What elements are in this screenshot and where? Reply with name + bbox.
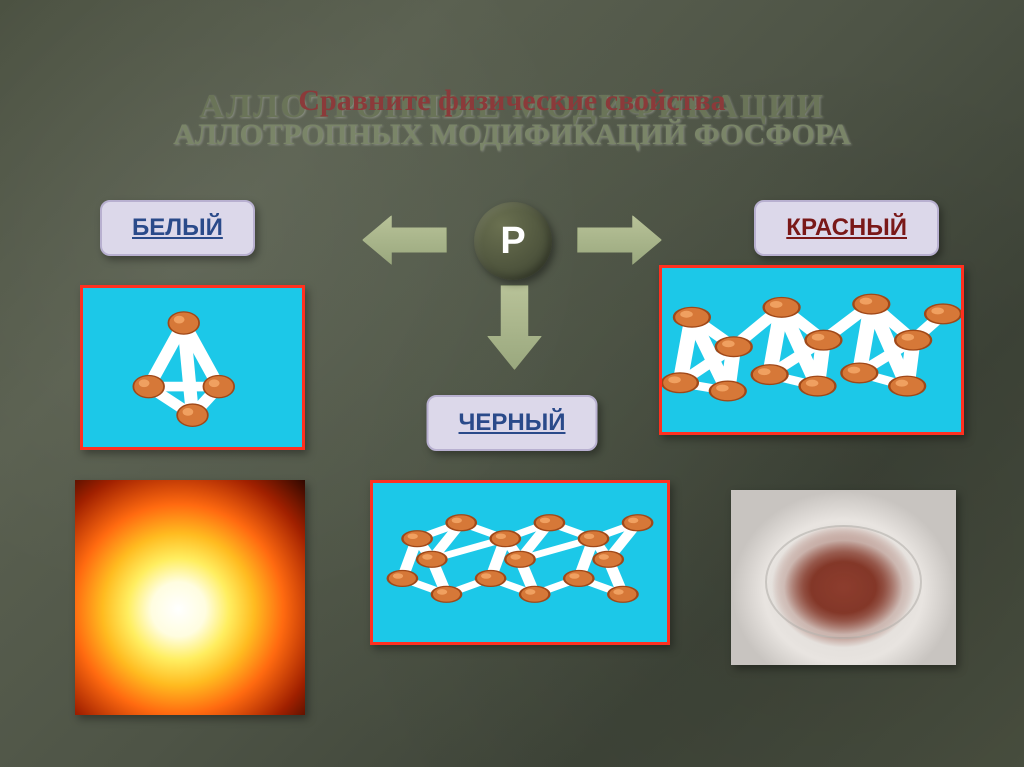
photo-red-phosphorus-sample [731, 490, 956, 665]
arrow-left-icon [362, 215, 447, 265]
title-line-1: Сравните физические свойства [0, 84, 1024, 118]
molecule-white-svg [83, 288, 302, 447]
title-overlay-text: Сравните физические свойства АЛЛОТРОПНЫХ… [0, 84, 1024, 152]
molecule-red-svg [662, 268, 961, 432]
slide: АЛЛОТРОПНЫЕ МОДИФИКАЦИИ Сравните физичес… [0, 0, 1024, 767]
photo-burning-phosphorus [75, 480, 305, 715]
label-red-phosphorus[interactable]: КРАСНЫЙ [754, 200, 939, 256]
molecule-white-diagram [80, 285, 305, 450]
element-symbol-badge: Р [474, 202, 552, 280]
molecule-black-svg [373, 483, 667, 642]
arrow-right-icon [577, 215, 662, 265]
title-block: АЛЛОТРОПНЫЕ МОДИФИКАЦИИ Сравните физичес… [0, 88, 1024, 126]
arrow-cluster: Р [392, 185, 632, 405]
molecule-black-diagram [370, 480, 670, 645]
label-black-phosphorus[interactable]: ЧЕРНЫЙ [427, 395, 598, 451]
title-line-2: АЛЛОТРОПНЫХ МОДИФИКАЦИЙ ФОСФОРА [0, 118, 1024, 152]
arrow-down-icon [487, 285, 542, 370]
molecule-red-diagram [659, 265, 964, 435]
label-white-phosphorus[interactable]: БЕЛЫЙ [100, 200, 255, 256]
